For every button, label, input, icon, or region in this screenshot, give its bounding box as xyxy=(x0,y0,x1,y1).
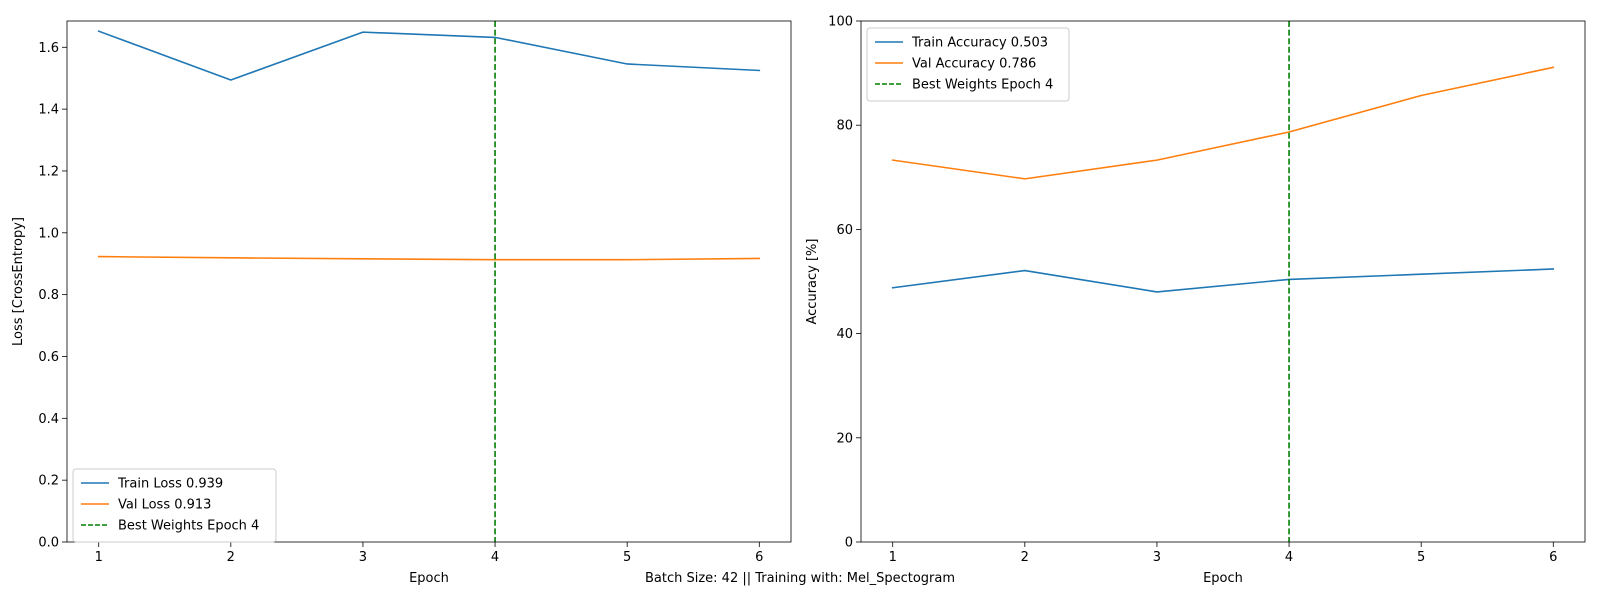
x-tick-label: 6 xyxy=(755,550,763,565)
y-axis-label: Loss [CrossEntropy] xyxy=(11,217,26,346)
x-axis-label: Epoch xyxy=(1203,571,1243,586)
legend-entry: Best Weights Epoch 4 xyxy=(118,519,259,534)
x-tick-label: 6 xyxy=(1549,550,1557,565)
x-tick-label: 5 xyxy=(623,550,631,565)
legend-box xyxy=(866,27,1070,102)
x-tick-label: 3 xyxy=(359,550,367,565)
y-tick-label: 80 xyxy=(836,119,853,134)
legend-box xyxy=(72,468,277,543)
legend-entry: Best Weights Epoch 4 xyxy=(912,78,1053,93)
legend-entry: Val Accuracy 0.786 xyxy=(912,57,1036,72)
y-tick-label: 40 xyxy=(836,327,853,342)
x-tick-label: 2 xyxy=(1021,550,1029,565)
y-tick-label: 0 xyxy=(845,536,853,551)
y-tick-label: 1.2 xyxy=(38,164,59,179)
x-tick-label: 4 xyxy=(491,550,499,565)
y-axis-label: Accuracy [%] xyxy=(805,239,820,325)
series-line-1 xyxy=(891,66,1555,180)
series-line-0 xyxy=(891,268,1555,293)
legend-entry: Val Loss 0.913 xyxy=(118,498,211,513)
y-tick-label: 60 xyxy=(836,223,853,238)
x-axis-label: Epoch xyxy=(409,571,449,586)
y-tick-label: 0.8 xyxy=(38,288,59,303)
legend-entry: Train Loss 0.939 xyxy=(117,477,223,492)
legend: Train Accuracy 0.503 Val Accuracy 0.786 Be… xyxy=(866,27,1070,102)
y-tick-label: 20 xyxy=(836,431,853,446)
x-tick-label: 4 xyxy=(1285,550,1293,565)
y-tick-label: 100 xyxy=(828,15,853,30)
y-tick-label: 0.0 xyxy=(38,536,59,551)
x-tick-label: 5 xyxy=(1417,550,1425,565)
y-tick-label: 0.2 xyxy=(38,474,59,489)
y-tick-label: 1.4 xyxy=(38,103,59,118)
x-tick-label: 2 xyxy=(227,550,235,565)
series-line-0 xyxy=(97,30,761,81)
x-tick-label: 1 xyxy=(95,550,103,565)
y-tick-label: 1.6 xyxy=(38,41,59,56)
y-tick-label: 1.0 xyxy=(38,226,59,241)
x-tick-label: 3 xyxy=(1153,550,1161,565)
plot-frame xyxy=(66,20,792,543)
x-tick-label: 1 xyxy=(889,550,897,565)
y-tick-label: 0.4 xyxy=(38,412,59,427)
loss-chart: 1 2 3 4 5 6 0.0 0.2 0.4 0.6 0.8 1.0 1.2 1.4 1.6 Epoch Lo… xyxy=(11,20,792,586)
series-line-1 xyxy=(97,255,761,261)
plot-frame xyxy=(860,20,1586,543)
legend: Train Loss 0.939 Val Loss 0.913 Best Weigh… xyxy=(72,468,277,543)
figure-caption: Batch Size: 42 || Training with: Mel_Spe… xyxy=(645,571,955,586)
y-tick-label: 0.6 xyxy=(38,350,59,365)
legend-entry: Train Accuracy 0.503 xyxy=(911,36,1048,51)
